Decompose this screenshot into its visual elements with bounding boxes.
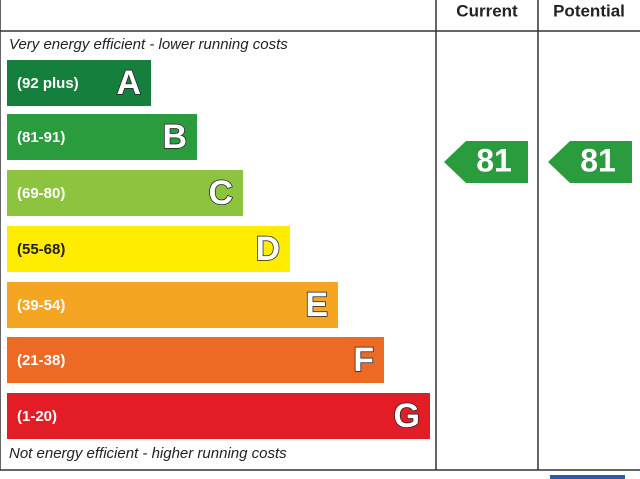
band-bar bbox=[7, 337, 384, 383]
band-letter: C bbox=[208, 174, 233, 212]
band-bar bbox=[7, 226, 290, 272]
bottom-note: Not energy efficient - higher running co… bbox=[9, 445, 287, 462]
band-range: (21-38) bbox=[17, 352, 65, 369]
band-bar bbox=[7, 282, 338, 328]
current-arrow bbox=[444, 141, 528, 183]
band-range: (39-54) bbox=[17, 297, 65, 314]
band-bar bbox=[7, 114, 197, 160]
band-letter: F bbox=[353, 341, 374, 379]
potential-score: 81 bbox=[580, 142, 616, 178]
band-range: (81-91) bbox=[17, 129, 65, 146]
bands: (92 plus) A (81-91) B (69-80) C (55-68) D (39-54… bbox=[7, 60, 430, 439]
current-header: Current bbox=[456, 1, 518, 20]
band-range: (92 plus) bbox=[17, 75, 79, 92]
current-score: 81 bbox=[476, 142, 512, 178]
band-bar bbox=[7, 393, 430, 439]
band-letter: A bbox=[116, 64, 141, 102]
band-letter: E bbox=[305, 286, 328, 324]
band-letter: G bbox=[394, 397, 420, 435]
band-bar bbox=[7, 60, 151, 106]
potential-header: Potential bbox=[553, 1, 625, 20]
band-range: (1-20) bbox=[17, 408, 57, 425]
decoration bbox=[550, 475, 625, 479]
band-bar bbox=[7, 170, 243, 216]
band-letter: D bbox=[255, 230, 280, 268]
band-letter: B bbox=[162, 118, 187, 156]
top-note: Very energy efficient - lower running co… bbox=[9, 36, 288, 53]
band-range: (55-68) bbox=[17, 241, 65, 258]
potential-arrow bbox=[548, 141, 632, 183]
band-range: (69-80) bbox=[17, 185, 65, 202]
